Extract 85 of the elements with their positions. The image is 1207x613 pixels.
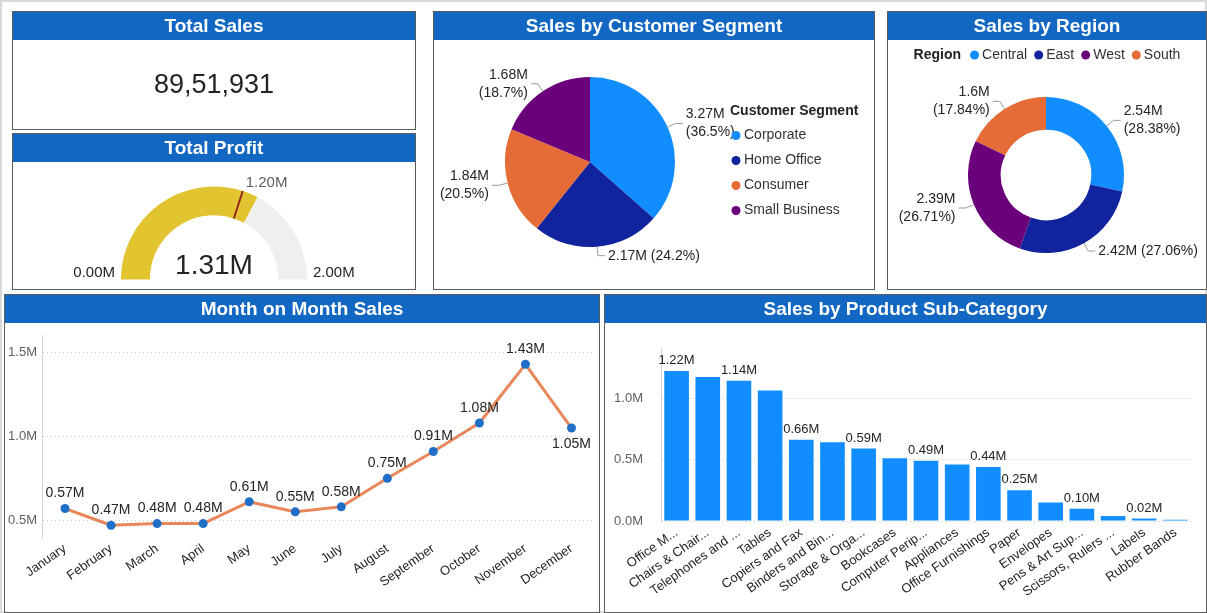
bar: [1007, 490, 1032, 521]
legend-label: Central: [982, 45, 1028, 62]
text: 89,51,931: [153, 69, 275, 100]
chart-title: Sales by Region: [888, 12, 1206, 40]
y-tick-label: 0.5M: [8, 511, 37, 527]
point: [290, 507, 300, 517]
x-tick-label: May: [224, 540, 254, 567]
data-label: 0.48M: [183, 499, 223, 516]
bar: [976, 466, 1001, 521]
text: 0.00M: [73, 263, 115, 281]
chart-title: Total Profit: [13, 134, 415, 162]
data-label: 0.48M: [137, 499, 177, 516]
x-tick-label: July: [317, 540, 346, 567]
point: [566, 423, 576, 433]
text: 2.00M: [313, 263, 355, 281]
data-label: 0.75M: [367, 454, 407, 471]
y-tick-label: 1.0M: [8, 427, 37, 443]
point: [198, 519, 208, 529]
data-label: 0.91M: [413, 427, 453, 444]
data-label: 0.49M: [907, 441, 945, 457]
y-tick-label: 0.0M: [614, 512, 643, 528]
legend-label: East: [1046, 45, 1075, 62]
point: [336, 502, 346, 512]
bar: [882, 458, 908, 521]
chart-title: Month on Month Sales: [5, 295, 599, 323]
data-label: 0.61M: [229, 477, 269, 494]
bar: [664, 370, 689, 521]
bar: [788, 439, 814, 521]
data-label: 0.58M: [321, 482, 361, 499]
x-tick-label: June: [267, 540, 299, 569]
point: [382, 473, 392, 483]
bar: [1038, 502, 1064, 521]
bar: [913, 460, 939, 521]
data-label: 1.84M (20.5%): [439, 167, 489, 202]
legend-label: West: [1093, 45, 1125, 62]
point: [520, 359, 530, 369]
data-label: 2.42M (27.06%): [1098, 241, 1198, 258]
data-label: 0.59M: [845, 429, 882, 445]
data-label: 1.20M: [245, 172, 288, 190]
data-label: 0.57M: [45, 484, 85, 501]
data-label: 0.55M: [275, 487, 315, 504]
point: [152, 519, 162, 529]
x-tick-label: April: [177, 540, 208, 568]
point: [474, 418, 484, 428]
data-label: 2.39M (26.71%): [898, 189, 956, 224]
bar: [944, 464, 970, 521]
data-label: 1.05M: [552, 434, 591, 451]
point: [106, 520, 116, 530]
data-label: 2.54M (28.38%): [1123, 102, 1181, 137]
data-label: 0.02M: [1126, 499, 1163, 515]
chart-title: Sales by Customer Segment: [434, 12, 874, 40]
data-label: 1.68M (18.7%): [478, 65, 528, 100]
data-label: 0.25M: [1001, 471, 1038, 487]
data-label: 1.6M (17.84%): [932, 83, 990, 118]
data-label: 1.22M: [658, 352, 695, 368]
data-label: 0.10M: [1063, 489, 1100, 505]
point: [428, 446, 438, 456]
legend-label: Small Business: [744, 201, 840, 218]
bar: [695, 377, 721, 521]
legend-title: Customer Segment: [730, 101, 859, 118]
legend-title: Region: [913, 45, 962, 62]
bar: [1100, 516, 1126, 521]
legend-label: Corporate: [744, 126, 807, 143]
data-label: 0.44M: [970, 447, 1007, 463]
bar: [726, 380, 752, 521]
legend-label: Consumer: [744, 176, 809, 193]
y-tick-label: 1.5M: [8, 344, 37, 360]
data-label: 0.66M: [783, 420, 820, 436]
bar: [757, 390, 783, 521]
legend-label: Home Office: [744, 151, 822, 168]
data-label: 1.43M: [505, 340, 545, 357]
bar: [820, 442, 845, 521]
point: [60, 504, 70, 513]
text: 1.31M: [175, 248, 253, 280]
y-tick-label: 1.0M: [614, 389, 643, 405]
bar: [851, 448, 876, 521]
data-label: 0.47M: [91, 501, 131, 518]
bar: [1069, 508, 1095, 521]
point: [244, 497, 254, 507]
data-label: 2.17M (24.2%): [607, 246, 700, 263]
y-tick-label: 0.5M: [614, 451, 643, 467]
text: Total Sales: [13, 12, 415, 40]
legend-label: South: [1143, 45, 1181, 62]
chart-title: Sales by Product Sub-Category: [605, 295, 1206, 323]
data-label: 1.14M: [720, 361, 758, 377]
